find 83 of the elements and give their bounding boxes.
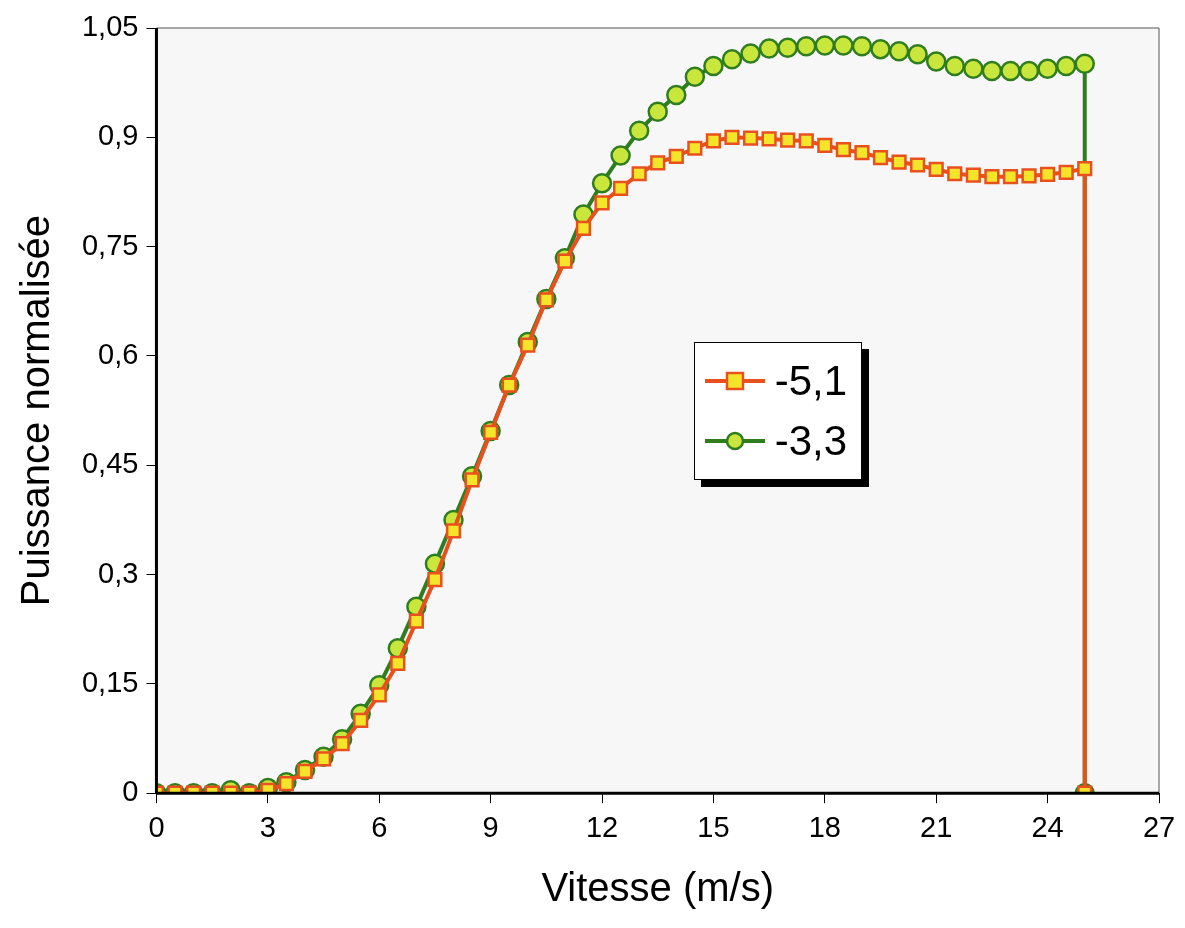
point — [854, 145, 870, 161]
point — [925, 51, 947, 72]
point — [981, 60, 1003, 82]
point — [721, 49, 743, 70]
point — [575, 220, 592, 237]
x-tick-label: 0 — [148, 810, 165, 843]
point — [984, 169, 1000, 185]
point — [944, 55, 966, 77]
point — [758, 38, 780, 59]
x-axis-title: Vitesse (m/s) — [541, 865, 775, 910]
point — [1058, 164, 1074, 180]
point — [1002, 169, 1019, 185]
y-tick-label: 0,6 — [98, 337, 139, 370]
point — [796, 35, 817, 57]
point — [427, 572, 443, 588]
point — [965, 167, 981, 183]
legend-label: -3,3 — [774, 415, 848, 466]
point — [647, 101, 668, 123]
y-tick-label: 0,15 — [81, 665, 139, 698]
point — [591, 172, 613, 194]
point — [870, 38, 891, 60]
point — [371, 687, 387, 703]
point — [1077, 161, 1093, 177]
point — [390, 655, 406, 672]
point — [724, 129, 740, 145]
point — [1037, 58, 1058, 80]
point — [888, 41, 910, 62]
point — [684, 66, 706, 88]
point — [963, 58, 984, 80]
x-tick-label: 12 — [585, 810, 619, 843]
point — [833, 35, 854, 56]
point — [610, 145, 631, 166]
point — [687, 140, 703, 156]
x-tick-label: 18 — [808, 810, 841, 843]
x-tick-label: 27 — [1142, 810, 1176, 843]
y-tick-label: 0,3 — [98, 556, 139, 589]
point — [1018, 60, 1040, 82]
point — [817, 137, 833, 153]
point — [907, 43, 928, 65]
point — [445, 523, 462, 539]
point — [705, 133, 722, 149]
point — [814, 35, 836, 56]
point — [703, 55, 724, 77]
y-tick-label: 0,45 — [81, 447, 139, 480]
point — [1074, 53, 1095, 74]
point — [928, 161, 944, 177]
y-tick-label: 1,05 — [81, 10, 139, 42]
point — [910, 157, 926, 173]
point — [628, 120, 650, 142]
point — [780, 132, 796, 148]
point — [612, 180, 629, 196]
point — [761, 131, 777, 147]
point — [1000, 60, 1021, 82]
point — [872, 150, 889, 166]
point — [315, 751, 332, 767]
point — [891, 154, 907, 170]
point — [1055, 55, 1077, 77]
legend-label: -5,1 — [774, 355, 848, 406]
x-tick-label: 21 — [920, 810, 953, 843]
point — [1039, 166, 1056, 183]
point — [408, 613, 424, 629]
point — [594, 195, 610, 211]
point — [1021, 168, 1037, 184]
x-tick-label: 24 — [1031, 810, 1064, 843]
point — [835, 142, 851, 158]
point — [851, 35, 873, 57]
y-tick-label: 0 — [122, 775, 139, 808]
point — [740, 43, 761, 64]
y-tick-label: 0,9 — [98, 119, 139, 152]
point — [947, 166, 963, 182]
point — [631, 166, 647, 182]
point — [798, 133, 814, 149]
x-tick-label: 3 — [259, 810, 276, 843]
point — [650, 155, 666, 171]
point — [668, 148, 684, 164]
y-tick-label: 0,75 — [81, 228, 139, 261]
y-axis-title: Puissance normalisée — [13, 214, 58, 607]
point — [742, 130, 759, 146]
x-tick-label: 6 — [371, 810, 388, 843]
point — [777, 37, 798, 58]
point — [666, 84, 687, 106]
x-tick-label: 9 — [482, 810, 499, 843]
x-tick-label: 15 — [697, 810, 730, 843]
